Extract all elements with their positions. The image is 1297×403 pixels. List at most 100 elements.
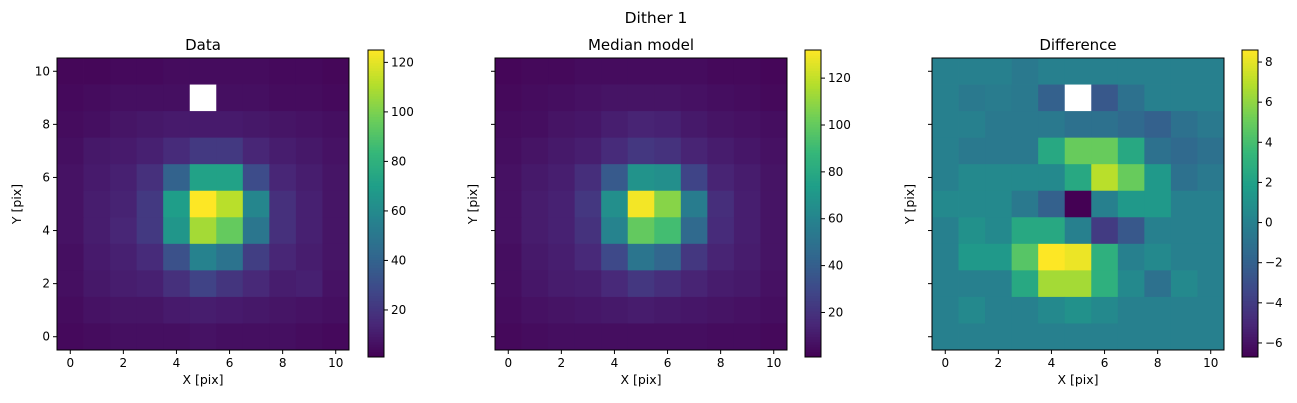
heatmap-cell — [322, 84, 350, 112]
colorbar-segment — [1242, 50, 1258, 54]
heatmap-cell — [548, 58, 576, 85]
heatmap-cell — [163, 323, 191, 351]
heatmap-cell — [295, 217, 323, 245]
heatmap-cell — [1117, 296, 1145, 324]
colorbar-segment — [368, 328, 384, 332]
x-tick-label: 2 — [120, 356, 128, 370]
colorbar-segment — [1242, 162, 1258, 166]
heatmap-cell — [1064, 270, 1092, 298]
heatmap-cell — [57, 137, 84, 165]
colorbar-segment — [1242, 177, 1258, 181]
colorbar-segment — [1242, 170, 1258, 174]
colorbar-segment — [805, 310, 821, 315]
colorbar-segment — [1242, 303, 1258, 307]
heatmap-cell — [733, 58, 761, 85]
heatmap-cell — [733, 164, 761, 192]
heatmap-cell — [189, 190, 217, 218]
colorbar-segment — [368, 62, 384, 66]
panel-difference: 0 2 4 6 8 10 Difference X [pix] Y [pix] −6 −4 −2 0 2 4… — [902, 36, 1283, 387]
colorbar-segment — [805, 267, 821, 271]
heatmap-cell — [242, 137, 270, 165]
colorbar-segment — [368, 280, 384, 284]
heatmap-cell — [269, 164, 297, 192]
heatmap-cell — [733, 270, 761, 298]
colorbar-segment — [368, 234, 384, 238]
colorbar-segment — [368, 321, 384, 325]
heatmap-cell — [269, 243, 297, 271]
heatmap-cell — [1038, 164, 1066, 192]
panel-title: Difference — [1039, 36, 1116, 54]
colorbar-segment — [368, 144, 384, 148]
colorbar-segment — [1242, 70, 1258, 74]
x-axis-label: X [pix] — [1057, 372, 1098, 387]
colorbar-segment — [805, 341, 821, 345]
heatmap-cell — [1038, 84, 1066, 112]
colorbar-segment — [1242, 310, 1258, 315]
heatmap-cell — [136, 58, 164, 85]
heatmap-cell — [1091, 270, 1119, 298]
colorbar-segment — [1242, 180, 1258, 184]
figure-suptitle: Dither 1 — [625, 9, 688, 27]
heatmap-cell — [1144, 111, 1172, 139]
colorbar-segment — [1242, 267, 1258, 271]
colorbar-segment — [368, 170, 384, 174]
colorbar-tick-label: 0 — [1265, 216, 1273, 230]
colorbar-segment — [805, 165, 821, 169]
heatmap-cell — [1197, 84, 1225, 112]
panel-title: Data — [185, 36, 221, 54]
heatmap-cell — [163, 84, 191, 112]
colorbar-segment — [368, 180, 384, 184]
colorbar-segment — [368, 277, 384, 281]
heatmap-cell — [733, 137, 761, 165]
heatmap-cell — [985, 58, 1013, 85]
heatmap-cell — [680, 243, 708, 271]
heatmap-cell — [521, 111, 549, 139]
colorbar-segment — [805, 190, 821, 194]
heatmap-cell — [680, 296, 708, 324]
heatmap-cell — [163, 137, 191, 165]
colorbar-segment — [1242, 231, 1258, 235]
heatmap-cell — [163, 164, 191, 192]
colorbar-segment — [368, 70, 384, 74]
colorbar-segment — [805, 157, 821, 161]
heatmap-cell — [521, 243, 549, 271]
x-tick-label: 4 — [173, 356, 181, 370]
heatmap-cell — [1011, 243, 1039, 271]
heatmap-cell — [1011, 137, 1039, 165]
heatmap-cell — [216, 164, 244, 192]
colorbar-segment — [1242, 172, 1258, 176]
heatmap-cell — [269, 296, 297, 324]
colorbar-segment — [805, 98, 821, 102]
colorbar-segment — [805, 106, 821, 110]
colorbar-segment — [805, 162, 821, 166]
colorbar-segment — [805, 65, 821, 69]
heatmap-cell — [574, 84, 602, 112]
heatmap-cell — [495, 270, 522, 298]
heatmap-cell — [189, 296, 217, 324]
colorbar-segment — [805, 103, 821, 107]
colorbar-segment — [1242, 157, 1258, 161]
heatmap-cell — [932, 164, 959, 192]
heatmap-cell — [110, 84, 138, 112]
heatmap-cell — [83, 190, 111, 218]
colorbar-segment — [1242, 78, 1258, 82]
heatmap-cell — [322, 323, 350, 351]
heatmap-cell — [83, 296, 111, 324]
heatmap-cell — [269, 217, 297, 245]
heatmap-cell — [932, 243, 959, 271]
colorbar-segment — [805, 252, 821, 256]
y-axis-label: Y [pix] — [465, 184, 480, 225]
heatmap-cell — [322, 111, 350, 139]
heatmap-cell — [495, 84, 522, 112]
heatmap-cell — [495, 58, 522, 85]
x-tick-label: 8 — [279, 356, 287, 370]
colorbar-segment — [368, 121, 384, 125]
colorbar-segment — [1242, 252, 1258, 256]
heatmap-cell — [1144, 164, 1172, 192]
colorbar-segment — [368, 229, 384, 233]
heatmap-cell — [1064, 137, 1092, 165]
colorbar-segment — [805, 246, 821, 251]
colorbar-segment — [805, 83, 821, 87]
colorbar-segment — [805, 185, 821, 189]
colorbar-segment — [1242, 213, 1258, 217]
